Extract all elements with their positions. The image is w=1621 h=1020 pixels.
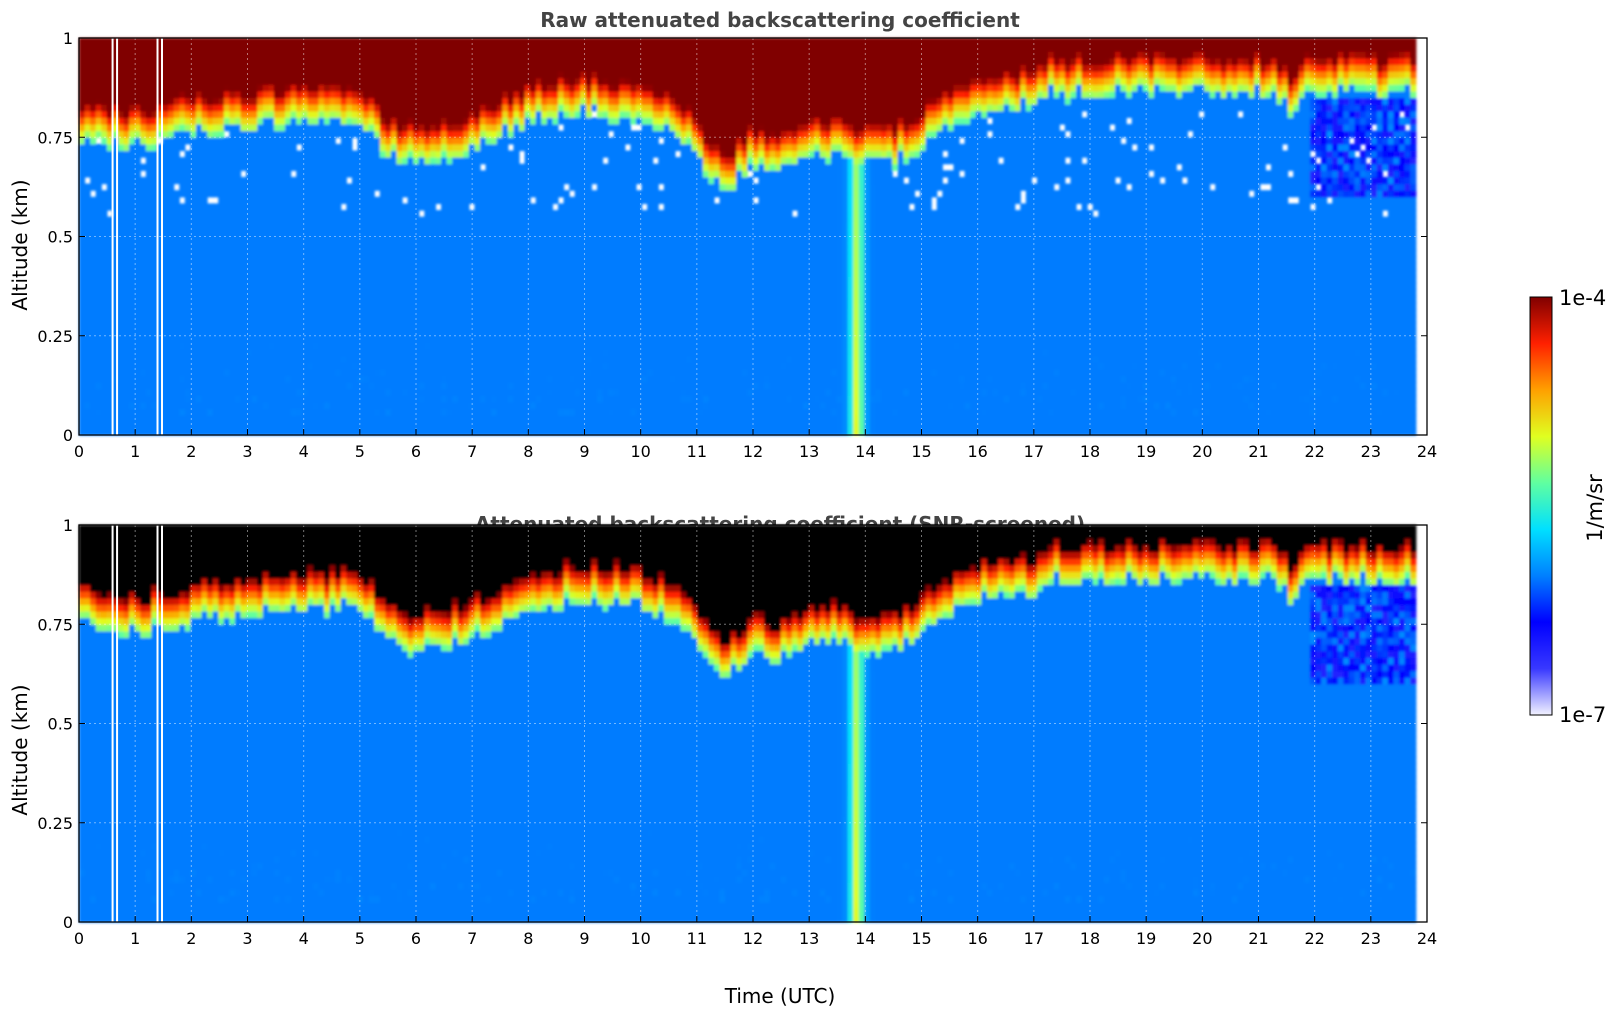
- x-tick-label: 17: [1024, 929, 1044, 948]
- x-tick-label: 2: [186, 929, 196, 948]
- raw-panel-title: Raw attenuated backscattering coefficien…: [540, 8, 1020, 32]
- x-tick-label: 24: [1417, 442, 1437, 461]
- x-tick-label: 0: [74, 442, 84, 461]
- x-tick-label: 16: [967, 442, 987, 461]
- x-tick-label: 15: [911, 929, 931, 948]
- x-tick-label: 9: [579, 442, 589, 461]
- x-tick-label: 20: [1192, 442, 1212, 461]
- colorbar-gradient: [1530, 297, 1552, 715]
- x-tick-label: 7: [467, 442, 477, 461]
- x-tick-label: 9: [579, 929, 589, 948]
- x-tick-label: 23: [1361, 929, 1381, 948]
- x-tick-label: 6: [411, 929, 421, 948]
- x-tick-label: 4: [299, 442, 309, 461]
- x-tick-label: 11: [687, 442, 707, 461]
- x-tick-label: 21: [1248, 929, 1268, 948]
- x-tick-label: 3: [242, 442, 252, 461]
- x-tick-label: 5: [355, 442, 365, 461]
- x-tick-label: 22: [1304, 442, 1324, 461]
- y-tick-label: 1: [63, 29, 73, 48]
- y-tick-label: 0.25: [37, 327, 73, 346]
- x-tick-label: 23: [1361, 442, 1381, 461]
- x-tick-label: 20: [1192, 929, 1212, 948]
- x-tick-label: 8: [523, 442, 533, 461]
- x-tick-label: 15: [911, 442, 931, 461]
- colorbar: 1e-4 1e-7 1/m/sr: [1530, 286, 1607, 727]
- screened-y-axis-label: Altitude (km): [8, 684, 32, 815]
- x-tick-label: 10: [630, 442, 650, 461]
- colorbar-max-label: 1e-4: [1559, 286, 1606, 310]
- x-tick-label: 24: [1417, 929, 1437, 948]
- x-tick-label: 12: [743, 929, 763, 948]
- x-axis-label: Time (UTC): [724, 984, 836, 1008]
- x-tick-label: 10: [630, 929, 650, 948]
- x-tick-label: 21: [1248, 442, 1268, 461]
- raw-backscatter-panel: Raw attenuated backscattering coefficien…: [8, 8, 1437, 461]
- x-tick-label: 22: [1304, 929, 1324, 948]
- x-tick-label: 2: [186, 442, 196, 461]
- x-tick-label: 11: [687, 929, 707, 948]
- x-tick-label: 6: [411, 442, 421, 461]
- y-tick-label: 0.5: [48, 228, 73, 247]
- x-tick-label: 12: [743, 442, 763, 461]
- x-tick-label: 1: [130, 442, 140, 461]
- x-tick-label: 14: [855, 442, 875, 461]
- x-tick-label: 18: [1080, 929, 1100, 948]
- y-tick-label: 0: [63, 913, 73, 932]
- screened-backscatter-panel: Attenuated backscattering coefficient (S…: [8, 512, 1437, 1008]
- x-tick-label: 5: [355, 929, 365, 948]
- x-tick-label: 3: [242, 929, 252, 948]
- colorbar-unit-label: 1/m/sr: [1583, 474, 1607, 542]
- x-tick-label: 14: [855, 929, 875, 948]
- y-tick-label: 0.75: [37, 615, 73, 634]
- x-tick-label: 13: [799, 442, 819, 461]
- y-tick-label: 0.75: [37, 128, 73, 147]
- x-tick-label: 17: [1024, 442, 1044, 461]
- x-tick-label: 0: [74, 929, 84, 948]
- y-tick-label: 0: [63, 426, 73, 445]
- x-tick-label: 7: [467, 929, 477, 948]
- x-tick-label: 13: [799, 929, 819, 948]
- x-tick-label: 1: [130, 929, 140, 948]
- x-tick-label: 18: [1080, 442, 1100, 461]
- x-tick-label: 8: [523, 929, 533, 948]
- x-tick-label: 4: [299, 929, 309, 948]
- y-tick-label: 0.5: [48, 715, 73, 734]
- x-tick-label: 19: [1136, 442, 1156, 461]
- x-tick-label: 16: [967, 929, 987, 948]
- y-tick-label: 1: [63, 516, 73, 535]
- colorbar-min-label: 1e-7: [1559, 703, 1606, 727]
- raw-y-axis-label: Altitude (km): [8, 179, 32, 310]
- x-tick-label: 19: [1136, 929, 1156, 948]
- y-tick-label: 0.25: [37, 814, 73, 833]
